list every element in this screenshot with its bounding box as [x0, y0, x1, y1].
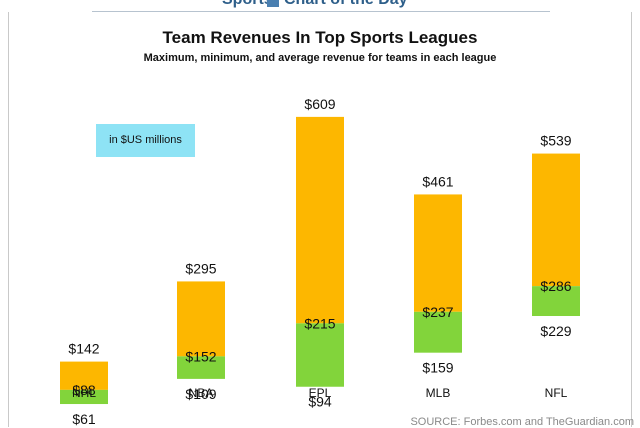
category-label-mlb: MLB	[426, 386, 451, 400]
avg-label-nba: $152	[185, 348, 216, 364]
max-label-nfl: $539	[540, 133, 571, 149]
bar-lower-nba	[177, 356, 225, 379]
min-label-epl: $94	[308, 394, 332, 410]
avg-label-epl: $215	[304, 315, 335, 331]
header-divider	[92, 11, 550, 12]
bar-upper-mlb	[414, 194, 462, 312]
category-label-nfl: NFL	[545, 386, 568, 400]
chart-title: Team Revenues In Top Sports Leagues	[162, 28, 478, 47]
bar-upper-nhl	[60, 361, 108, 390]
max-label-epl: $609	[304, 96, 335, 112]
header-strip: Sports Chart of the Day	[0, 0, 640, 12]
header-chart-of-day-label: Chart of the Day	[284, 0, 408, 9]
max-label-mlb: $461	[422, 173, 453, 189]
unit-note-text: in $US millions	[109, 134, 182, 146]
bar-lower-epl	[296, 323, 344, 387]
chart-subtitle: Maximum, minimum, and average revenue fo…	[143, 52, 497, 64]
category-label-epl: EPL	[309, 386, 332, 400]
min-label-nba: $109	[185, 386, 216, 402]
bar-upper-nfl	[532, 153, 580, 287]
bar-upper-epl	[296, 116, 344, 324]
avg-label-nhl: $88	[72, 382, 96, 398]
min-label-mlb: $159	[422, 360, 453, 376]
chart-of-the-day-logo-icon	[267, 0, 279, 7]
bar-upper-nba	[177, 281, 225, 357]
right-border	[631, 12, 632, 427]
unit-note-box: in $US millions	[96, 124, 195, 157]
avg-label-mlb: $237	[422, 304, 453, 320]
bar-lower-nhl	[60, 389, 108, 405]
min-label-nhl: $61	[72, 411, 96, 427]
category-label-nba: NBA	[189, 386, 214, 400]
bar-lower-mlb	[414, 311, 462, 353]
min-label-nfl: $229	[540, 323, 571, 339]
avg-label-nfl: $286	[540, 278, 571, 294]
source-note: SOURCE: Forbes.com and TheGuardian.com	[410, 416, 634, 428]
left-border	[8, 12, 9, 427]
header-section-label: Sports	[222, 0, 273, 9]
max-label-nba: $295	[185, 260, 216, 276]
max-label-nhl: $142	[68, 341, 99, 357]
bar-lower-nfl	[532, 286, 580, 317]
category-label-nhl: NHL	[72, 386, 96, 400]
